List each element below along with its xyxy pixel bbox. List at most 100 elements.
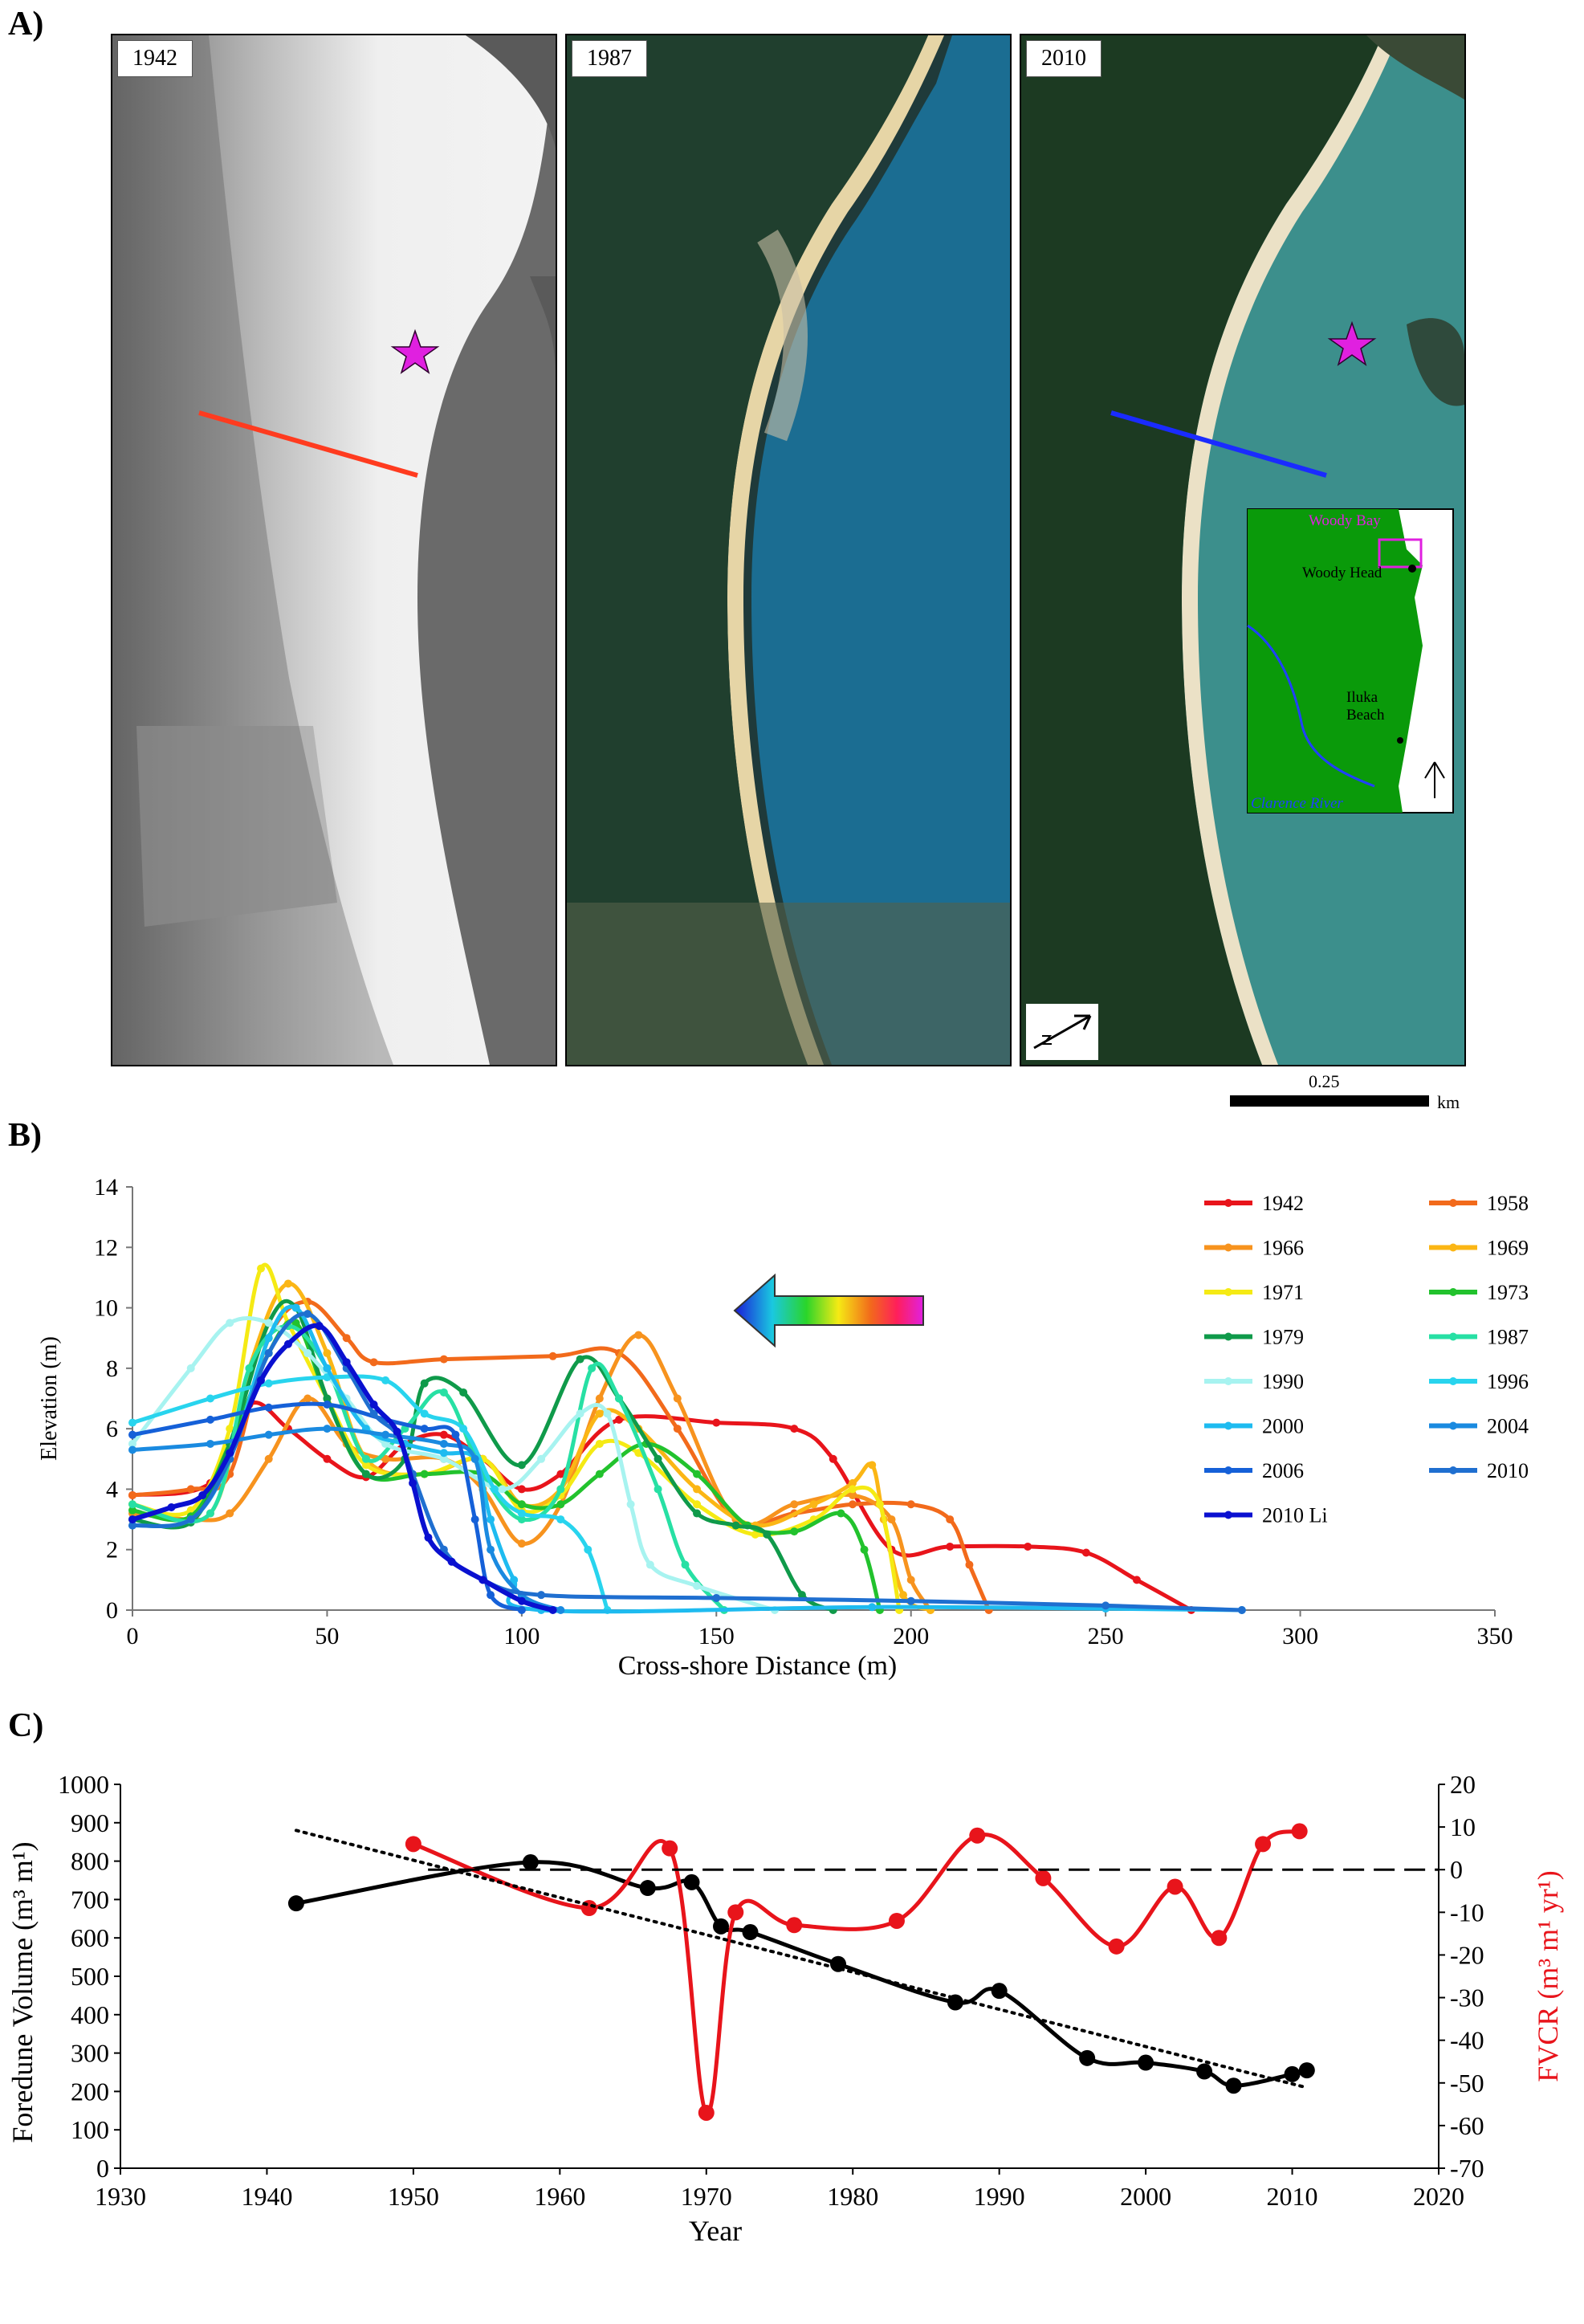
left-y-tick-label: 500 [71, 1962, 109, 1991]
legend-marker-2010 [1449, 1466, 1457, 1474]
series-line-2010 [132, 1311, 1242, 1613]
data-point-1969 [595, 1409, 604, 1418]
data-point-1966 [303, 1394, 312, 1403]
right-y-tick-label: -50 [1450, 2069, 1484, 2098]
data-point-1990 [603, 1409, 612, 1418]
data-point-1987 [361, 1454, 370, 1463]
data-point-1969 [693, 1485, 702, 1494]
left-y-tick-label: 100 [71, 2115, 109, 2144]
x-tick-label: 150 [698, 1623, 735, 1649]
data-point-1971 [361, 1461, 370, 1470]
data-point-1942 [946, 1542, 955, 1551]
data-point-2010-Li [409, 1478, 417, 1487]
star-marker-1942 [390, 328, 440, 374]
data-point-2010-Li [548, 1606, 557, 1614]
right-y-tick-label: -70 [1450, 2154, 1484, 2183]
inset-clarence-river-label: Clarence River [1251, 795, 1343, 812]
data-point-2000 [510, 1576, 519, 1584]
data-point-1973 [291, 1319, 300, 1327]
data-point-2010-Li [447, 1557, 456, 1566]
data-point-2004 [381, 1430, 390, 1439]
data-point-1958 [906, 1500, 915, 1509]
data-point-2006 [128, 1430, 136, 1439]
data-point-2010 [303, 1310, 312, 1319]
data-point-fvcr [969, 1827, 986, 1844]
data-point-1966 [226, 1509, 234, 1518]
data-point-1966 [634, 1331, 643, 1339]
data-point-fvcr [662, 1840, 678, 1857]
data-point-1996 [517, 1509, 526, 1518]
data-point-1987 [681, 1560, 690, 1569]
left-y-axis-title: Foredune Volume (m³ m¹) [6, 1841, 39, 2143]
data-point-2006 [451, 1430, 460, 1439]
series-line-1987 [132, 1323, 726, 1612]
data-point-1990 [626, 1500, 635, 1509]
data-point-1969 [848, 1478, 857, 1487]
data-point-1966 [887, 1515, 896, 1524]
legend-label-2004: 2004 [1487, 1415, 1529, 1438]
data-point-2010-Li [393, 1427, 401, 1436]
data-point-foredune-volume [1298, 2062, 1315, 2079]
data-point-1958 [965, 1560, 974, 1569]
data-point-2004 [556, 1606, 565, 1614]
data-point-1979 [654, 1454, 662, 1463]
right-y-tick-label: -10 [1450, 1898, 1484, 1926]
data-point-1966 [673, 1394, 682, 1403]
y-tick-label: 8 [106, 1356, 118, 1382]
right-y-tick-label: -20 [1450, 1940, 1484, 1969]
data-point-1996 [490, 1485, 499, 1494]
data-point-1990 [186, 1364, 195, 1372]
scale-bar-unit: km [1437, 1092, 1460, 1112]
data-point-fvcr [888, 1912, 905, 1929]
data-point-2000 [487, 1515, 495, 1524]
x-tick-label: 100 [503, 1623, 540, 1649]
right-y-tick-label: -40 [1450, 2026, 1484, 2055]
data-point-2010 [537, 1591, 546, 1600]
data-point-1966 [595, 1394, 604, 1403]
data-point-1990 [576, 1409, 584, 1418]
data-point-1987 [128, 1500, 136, 1509]
legend-label-1990: 1990 [1262, 1370, 1304, 1393]
panel-c-label: C) [8, 1707, 44, 1744]
data-point-1973 [517, 1500, 526, 1509]
data-point-2010 [1237, 1606, 1246, 1614]
left-y-tick-label: 700 [71, 1885, 109, 1914]
left-y-tick-label: 800 [71, 1847, 109, 1876]
data-point-2006 [206, 1415, 214, 1424]
data-point-2010 [1101, 1601, 1110, 1610]
data-point-1971 [595, 1439, 604, 1448]
data-point-1958 [186, 1485, 195, 1494]
x-tick-label: 1930 [95, 2182, 146, 2211]
photo-year-label-2010: 2010 [1026, 40, 1101, 77]
legend-marker-1942 [1224, 1199, 1232, 1207]
data-point-2000 [323, 1364, 332, 1372]
inset-iluka-label: Iluka [1346, 689, 1378, 706]
data-point-1971 [693, 1500, 702, 1509]
right-y-tick-label: -30 [1450, 1984, 1484, 2012]
data-point-1987 [615, 1394, 624, 1403]
legend-marker-2000 [1224, 1421, 1232, 1430]
data-point-1958 [439, 1355, 448, 1364]
series-line-foredune-volume [295, 1860, 1308, 2088]
legend-label-1971: 1971 [1262, 1281, 1304, 1304]
data-point-2010-Li [424, 1533, 433, 1542]
data-point-foredune-volume [639, 1880, 656, 1897]
y-tick-label: 0 [106, 1597, 118, 1624]
legend-label-1966: 1966 [1262, 1237, 1304, 1260]
data-point-2010-Li [369, 1401, 378, 1409]
data-point-1996 [420, 1409, 429, 1418]
data-point-foredune-volume [1079, 2049, 1096, 2066]
data-point-1979 [323, 1394, 332, 1403]
y-tick-label: 4 [106, 1476, 118, 1502]
left-y-tick-label: 900 [71, 1808, 109, 1837]
chart-b-elevation-profiles: 0 2 4 6 8 10 12 14 0 50 100 150 200 250 300 350 Cross-sh… [37, 1174, 1529, 1681]
data-point-1942 [712, 1418, 721, 1427]
legend-marker-2004 [1449, 1421, 1457, 1430]
inset-woody-bay-label: Woody Bay [1309, 512, 1381, 529]
scale-bar [1230, 1095, 1429, 1107]
y-tick-label: 12 [94, 1234, 118, 1261]
y-tick-label: 14 [94, 1174, 118, 1201]
x-tick-label: 300 [1282, 1623, 1318, 1649]
data-point-1987 [439, 1388, 448, 1396]
data-point-1958 [128, 1490, 136, 1499]
